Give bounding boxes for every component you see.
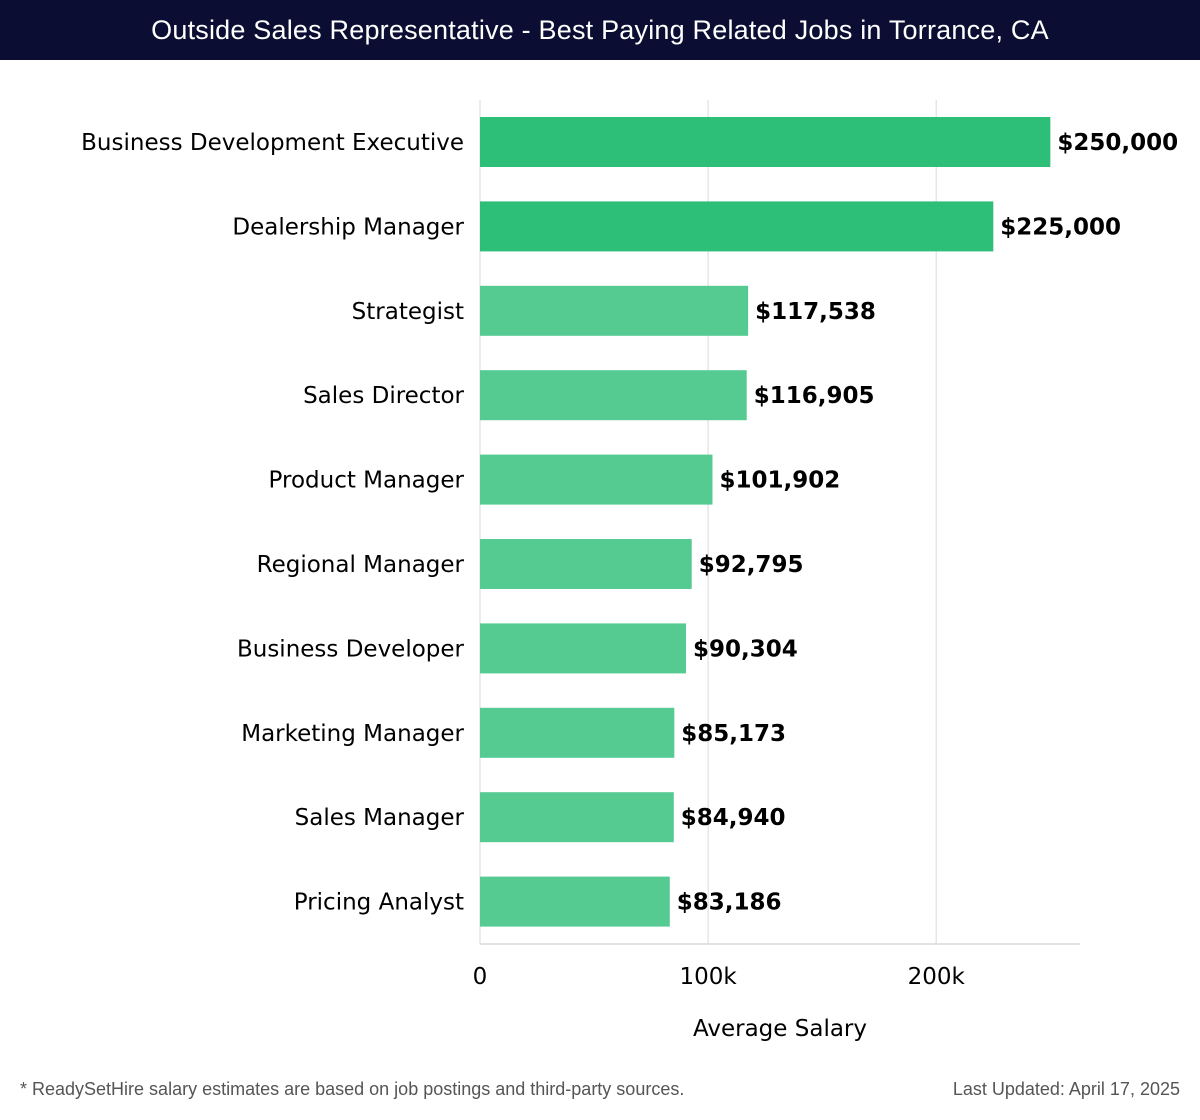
category-label: Business Developer (237, 636, 465, 662)
bar (480, 370, 747, 421)
footer-note: * ReadySetHire salary estimates are base… (20, 1079, 685, 1099)
category-label: Pricing Analyst (294, 890, 464, 916)
value-label: $90,304 (693, 636, 798, 662)
value-label: $92,795 (699, 552, 804, 578)
category-label: Regional Manager (257, 552, 465, 578)
bar (480, 117, 1051, 167)
x-tick-label: 200k (908, 964, 966, 990)
labels: 0 100k 200k Business Development Executive $… (81, 130, 1178, 990)
bar (480, 454, 713, 505)
value-label: $83,186 (677, 890, 782, 916)
category-label: Marketing Manager (241, 721, 464, 747)
value-label: $84,940 (681, 805, 786, 831)
bars (480, 117, 1051, 927)
value-label: $117,538 (755, 299, 876, 325)
category-label: Sales Manager (295, 805, 465, 831)
x-tick-label: 100k (680, 964, 738, 990)
category-label: Business Development Executive (81, 130, 464, 156)
category-label: Strategist (352, 299, 464, 325)
bar (480, 876, 670, 927)
bar (480, 707, 675, 758)
bar (480, 792, 674, 843)
footer: * ReadySetHire salary estimates are base… (20, 1079, 1180, 1100)
last-updated: Last Updated: April 17, 2025 (952, 1079, 1180, 1099)
category-label: Product Manager (269, 468, 465, 494)
salary-bar-chart: 0 100k 200k Business Development Executive $… (81, 100, 1178, 1042)
x-tick-label: 0 (473, 964, 488, 990)
bar (480, 623, 687, 674)
bar (480, 285, 749, 336)
value-label: $85,173 (681, 721, 786, 747)
bar (480, 201, 994, 252)
x-axis-title: Average Salary (693, 1016, 867, 1042)
value-label: $225,000 (1000, 214, 1121, 240)
page-title: Outside Sales Representative - Best Payi… (151, 14, 1049, 45)
value-label: $101,902 (719, 468, 840, 494)
category-label: Dealership Manager (232, 214, 464, 240)
title-bar: Outside Sales Representative - Best Payi… (0, 0, 1200, 60)
value-label: $116,905 (754, 383, 875, 409)
bar (480, 539, 692, 589)
category-label: Sales Director (303, 383, 464, 409)
value-label: $250,000 (1057, 130, 1178, 156)
